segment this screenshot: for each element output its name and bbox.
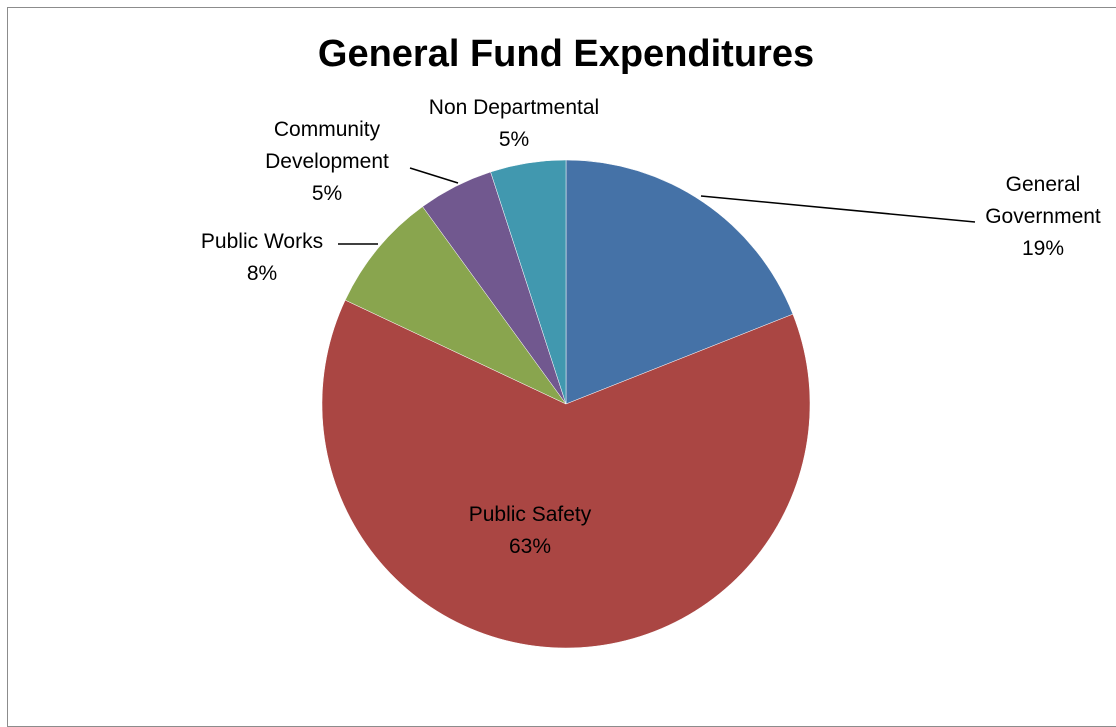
leader-line-community-development (409, 167, 459, 184)
data-label-public-works: Public Works 8% (201, 230, 323, 285)
pie-chart: General Government 19%Public Safety 63%Publ… (201, 96, 1101, 649)
category-label-general-government: General (1006, 173, 1081, 196)
value-label-public-works: 8% (247, 262, 277, 285)
category-label-general-government: Government (985, 205, 1101, 228)
pie-slice-general-government (565, 159, 794, 405)
category-label-public-safety: Public Safety (469, 503, 592, 526)
chart-title: General Fund Expenditures (317, 33, 815, 75)
data-label-non-departmental: Non Departmental 5% (429, 96, 599, 151)
leader-line-general-government (700, 195, 976, 223)
pie-slice-public-safety (321, 299, 811, 649)
data-label-public-safety: Public Safety 63% (469, 503, 592, 558)
category-label-community-development: Development (265, 150, 389, 173)
category-label-non-departmental: Non Departmental (429, 96, 599, 119)
value-label-non-departmental: 5% (499, 128, 529, 151)
category-label-public-works: Public Works (201, 230, 323, 253)
pie-slice-non-departmental (490, 159, 567, 405)
data-label-community-development: Community Development 5% (265, 118, 389, 205)
value-label-community-development: 5% (312, 182, 342, 205)
pie-slice-public-works (344, 206, 567, 405)
value-label-general-government: 19% (1022, 237, 1064, 260)
value-label-public-safety: 63% (509, 535, 551, 558)
data-label-general-government: General Government 19% (985, 173, 1101, 260)
category-label-community-development: Community (274, 118, 381, 141)
